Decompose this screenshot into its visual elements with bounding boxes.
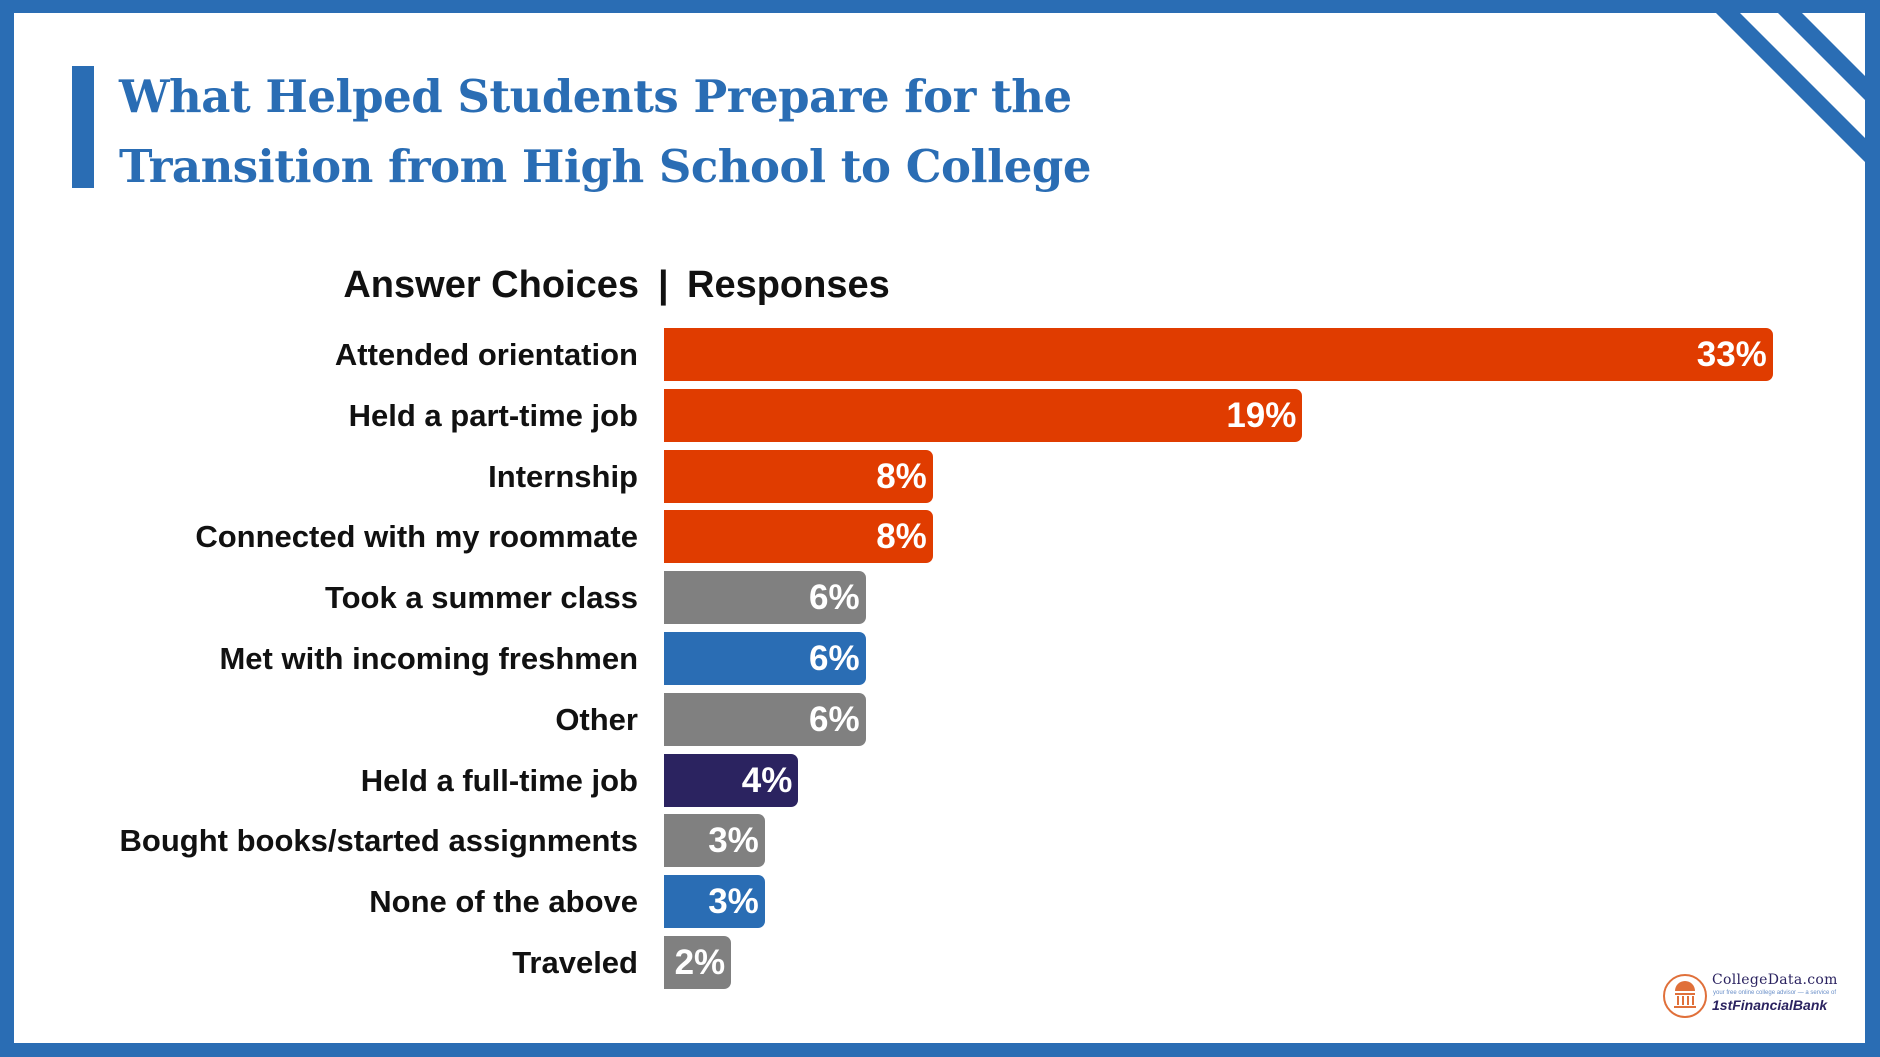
category-label: Held a full-time job bbox=[360, 762, 638, 798]
collegedata-logo: CollegeData.com your free online college… bbox=[1662, 970, 1852, 1022]
bar: 8% bbox=[664, 510, 933, 564]
category-label: Met with incoming freshmen bbox=[219, 641, 638, 676]
logo-bank: 1stFinancialBank bbox=[1712, 997, 1828, 1013]
data-label: 2% bbox=[674, 943, 726, 982]
logo-tagline: your free online college advisor — a ser… bbox=[1713, 990, 1837, 996]
data-label: 6% bbox=[809, 639, 860, 678]
category-label: Internship bbox=[488, 458, 638, 494]
bar: 4% bbox=[664, 753, 799, 807]
category-label: Took a summer class bbox=[324, 580, 638, 616]
data-label: 8% bbox=[876, 456, 927, 496]
column-header-separator: | bbox=[658, 264, 669, 306]
data-label: 6% bbox=[809, 578, 860, 618]
slide-frame bbox=[14, 13, 1865, 1043]
data-label: 3% bbox=[708, 821, 759, 861]
data-label: 3% bbox=[708, 882, 759, 922]
data-label: 6% bbox=[809, 699, 860, 739]
category-label: Other bbox=[555, 701, 638, 737]
category-label: Traveled bbox=[512, 945, 638, 980]
bar: 6% bbox=[664, 632, 866, 685]
category-label: None of the above bbox=[369, 884, 638, 920]
bar: 2% bbox=[664, 936, 732, 989]
chart-title: What Helped Students Prepare for the Tra… bbox=[119, 62, 1091, 202]
category-label: Bought books/started assignments bbox=[119, 823, 638, 859]
title-line-1: What Helped Students Prepare for the bbox=[119, 70, 1072, 123]
bar: 3% bbox=[664, 875, 765, 929]
category-label: Connected with my roommate bbox=[195, 519, 638, 555]
title-line-2: Transition from High School to College bbox=[119, 140, 1091, 193]
bar: 6% bbox=[664, 692, 866, 746]
collegedata-logo-icon bbox=[1663, 974, 1707, 1018]
bar: 3% bbox=[664, 814, 765, 868]
bar: 19% bbox=[664, 388, 1303, 442]
data-label: 19% bbox=[1226, 395, 1297, 435]
logo-name: CollegeData.com bbox=[1712, 972, 1838, 988]
bar: 33% bbox=[664, 328, 1773, 381]
category-label: Attended orientation bbox=[334, 337, 638, 372]
category-label: Held a part-time job bbox=[348, 397, 638, 433]
title-accent-bar bbox=[72, 66, 94, 188]
data-label: 33% bbox=[1696, 335, 1767, 374]
bar: 6% bbox=[664, 571, 866, 625]
column-header-answer-choices: Answer Choices bbox=[343, 264, 639, 306]
column-header-responses: Responses bbox=[687, 264, 890, 306]
corner-stripes-decoration bbox=[1716, 13, 1865, 162]
bar: 8% bbox=[664, 449, 933, 503]
data-label: 4% bbox=[741, 760, 793, 800]
data-label: 8% bbox=[876, 517, 927, 557]
